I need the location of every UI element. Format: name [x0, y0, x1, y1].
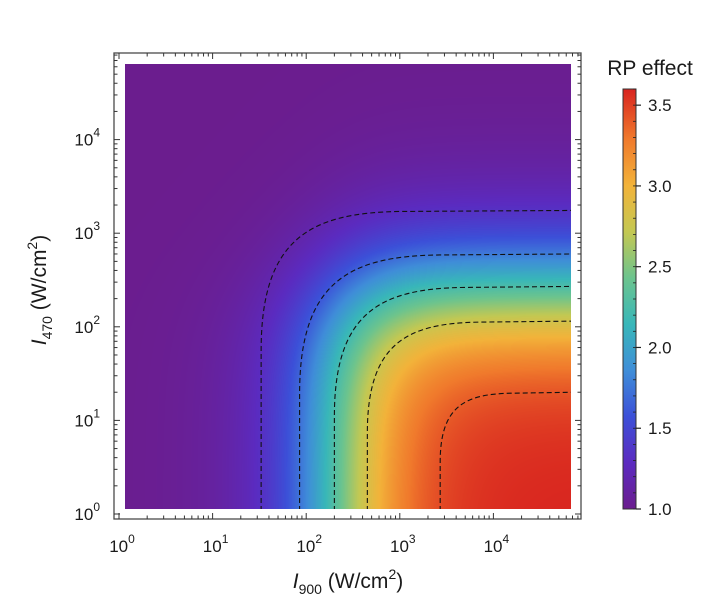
- colorbar-tick-label: 1.5: [648, 419, 672, 438]
- x-tick-label: 103: [390, 532, 416, 556]
- y-tick-label: 100: [74, 500, 100, 524]
- heatmap-surface-host: [125, 64, 571, 509]
- contour-line: [299, 253, 571, 509]
- x-tick-label: 104: [484, 532, 510, 556]
- y-tick-label: 103: [74, 219, 100, 243]
- y-tick-label: 104: [74, 126, 100, 150]
- colorbar-tick-label: 1.0: [648, 500, 672, 519]
- colorbar-tick-label: 2.0: [648, 338, 672, 357]
- colorbar-tick-label: 3.0: [648, 177, 672, 196]
- y-tick-label: 102: [74, 313, 100, 337]
- x-axis-tick-labels: 100 101 102 103 104: [109, 532, 509, 556]
- heatmap-surface: [125, 64, 571, 509]
- contour-line: [260, 209, 571, 509]
- colorbar-title: RP effect: [607, 57, 693, 80]
- colorbar-ticks: 1.0 1.5 2.0 2.5 3.0 3.5: [633, 88, 672, 519]
- y-axis-title: I470 (W/cm2): [24, 235, 55, 345]
- x-tick-label: 101: [203, 532, 229, 556]
- x-tick-label: 100: [109, 532, 135, 556]
- colorbar-tick-label: 2.5: [648, 258, 672, 277]
- contour-lines: [260, 209, 571, 509]
- y-axis-tick-labels: 100 101 102 103 104: [74, 126, 100, 524]
- contour-line: [439, 391, 571, 509]
- colorbar-tick-label: 3.5: [648, 96, 672, 115]
- contour-line: [333, 285, 571, 509]
- contour-line: [366, 320, 571, 509]
- y-axis-ticks: [114, 54, 581, 515]
- x-tick-label: 102: [296, 532, 322, 556]
- x-axis-title: I900 (W/cm2): [293, 566, 403, 597]
- y-tick-label: 101: [74, 406, 100, 430]
